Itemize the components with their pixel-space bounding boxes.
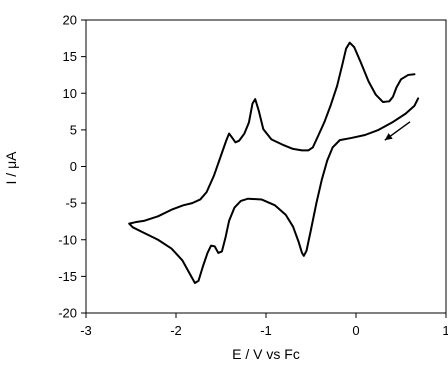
series-layer <box>128 41 420 284</box>
y-tick-label: 5 <box>70 122 77 137</box>
y-tick-label: 15 <box>63 49 77 64</box>
x-axis-label: E / V vs Fc <box>232 346 300 362</box>
x-tick-label: 1 <box>442 323 448 338</box>
x-tick-label: -3 <box>80 323 92 338</box>
y-axis-label: I / μA <box>3 151 19 185</box>
y-tick-label: -5 <box>65 196 77 211</box>
y-tick-label: 10 <box>63 86 77 101</box>
y-axis: -20 -15 -10 -5 0 5 10 15 20 <box>58 13 86 321</box>
x-tick-label: -2 <box>170 323 182 338</box>
y-tick-label: 0 <box>70 159 77 174</box>
x-tick-label: 0 <box>352 323 359 338</box>
voltammogram-trace <box>128 41 420 284</box>
plot-frame <box>85 19 447 314</box>
x-axis: -3 -2 -1 0 1 <box>80 313 448 338</box>
y-tick-label: -10 <box>58 232 77 247</box>
plot-area <box>85 19 447 314</box>
scan-direction-arrow-head <box>384 133 393 141</box>
y-tick-label: 20 <box>63 13 77 28</box>
x-tick-label: -1 <box>260 323 272 338</box>
annotation-layer <box>384 121 411 141</box>
y-tick-label: -20 <box>58 306 77 321</box>
y-tick-label: -15 <box>58 269 77 284</box>
